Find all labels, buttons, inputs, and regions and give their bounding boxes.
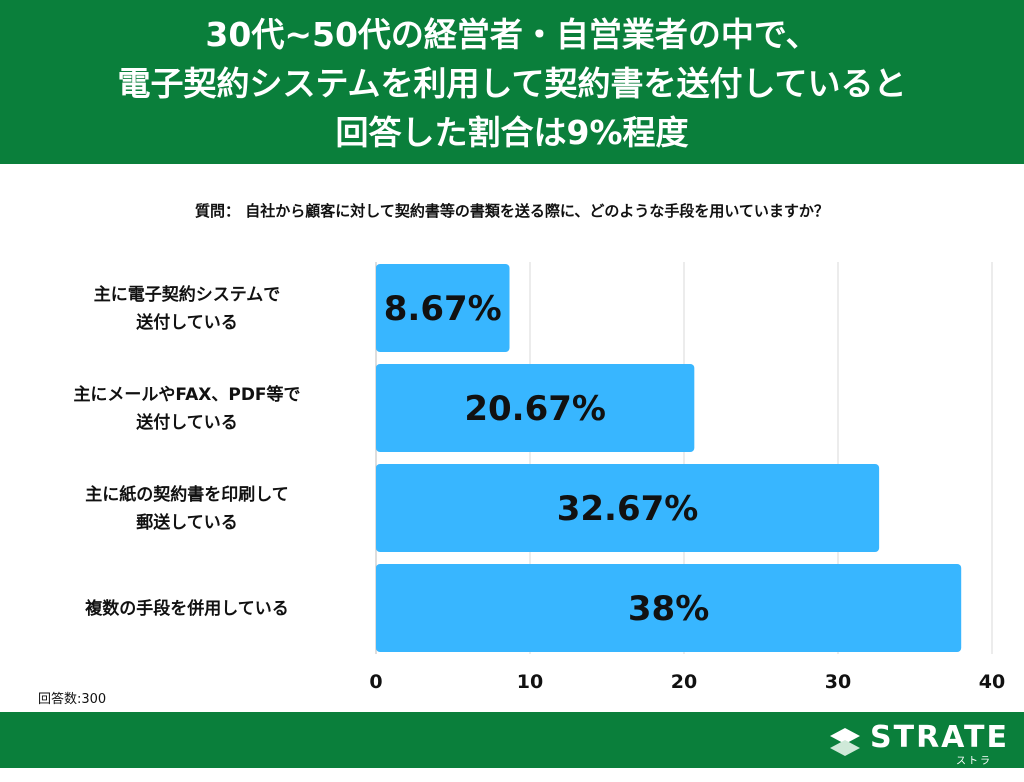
- x-tick-label: 30: [825, 671, 851, 693]
- brand-name: STRATE: [870, 720, 1010, 755]
- x-tick-label: 0: [369, 671, 382, 693]
- strate-logo: STRATE ストラテ: [828, 720, 1007, 782]
- bar-value-label: 8.67%: [384, 289, 502, 329]
- bar: [376, 264, 510, 352]
- bar-value-label: 20.67%: [464, 389, 606, 429]
- x-tick-label: 40: [979, 671, 1005, 693]
- x-tick-label: 20: [671, 671, 697, 693]
- title-line-3: 回答した割合は9%程度: [335, 113, 689, 152]
- category-label: 主に紙の契約書を印刷して: [85, 484, 289, 505]
- bar-value-label: 38%: [628, 589, 709, 629]
- x-tick-label: 10: [517, 671, 543, 693]
- survey-question: 質問： 自社から顧客に対して契約書等の書類を送る際に、どのような手段を用いていま…: [195, 202, 829, 220]
- bar: [376, 464, 880, 552]
- bar-value-label: 32.67%: [557, 489, 699, 529]
- title-line-1: 30代~50代の経営者・自営業者の中で、: [205, 15, 819, 54]
- category-label: 主に電子契約システムで: [94, 284, 281, 305]
- category-label: 複数の手段を併用している: [84, 598, 289, 619]
- category-label: 主にメールやFAX、PDF等で: [73, 384, 300, 405]
- strate-logo-mark-icon: [830, 728, 860, 756]
- footer-banner: STRATE ストラテ: [0, 712, 1024, 782]
- brand-subname: ストラテ: [956, 756, 992, 782]
- bar: [376, 364, 695, 452]
- title-line-2: 電子契約システムを利用して契約書を送付していると: [117, 64, 907, 103]
- bar: [376, 564, 962, 652]
- category-label: 郵送している: [136, 512, 238, 533]
- category-label: 送付している: [136, 412, 238, 433]
- respondent-count: 回答数:300: [38, 692, 107, 707]
- category-label: 送付している: [136, 312, 238, 333]
- header-banner: 30代~50代の経営者・自営業者の中で、 電子契約システムを利用して契約書を送付…: [0, 0, 1024, 164]
